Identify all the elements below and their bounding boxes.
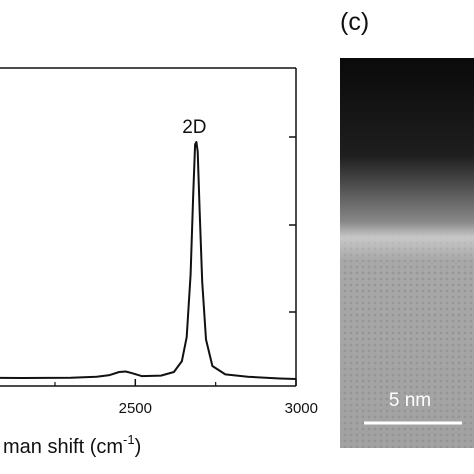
x-axis-title: man shift (cm-1) (3, 432, 141, 458)
scale-bar-label: 5 nm (389, 390, 431, 411)
raman-plot: 200025003000 2D man shift (cm-1) (0, 67, 318, 458)
annotation-2d: 2D (182, 117, 206, 138)
tem-image: 5 nm (340, 58, 474, 448)
series-line-raman (0, 141, 297, 380)
x-axis-title-superscript: -1 (123, 432, 135, 447)
x-tick-label: 2500 (119, 400, 152, 417)
right-ticks (289, 136, 296, 313)
x-tick-label: 3000 (285, 400, 318, 417)
panel-label: (c) (340, 8, 369, 36)
x-ticks: 200025003000 (54, 379, 318, 417)
